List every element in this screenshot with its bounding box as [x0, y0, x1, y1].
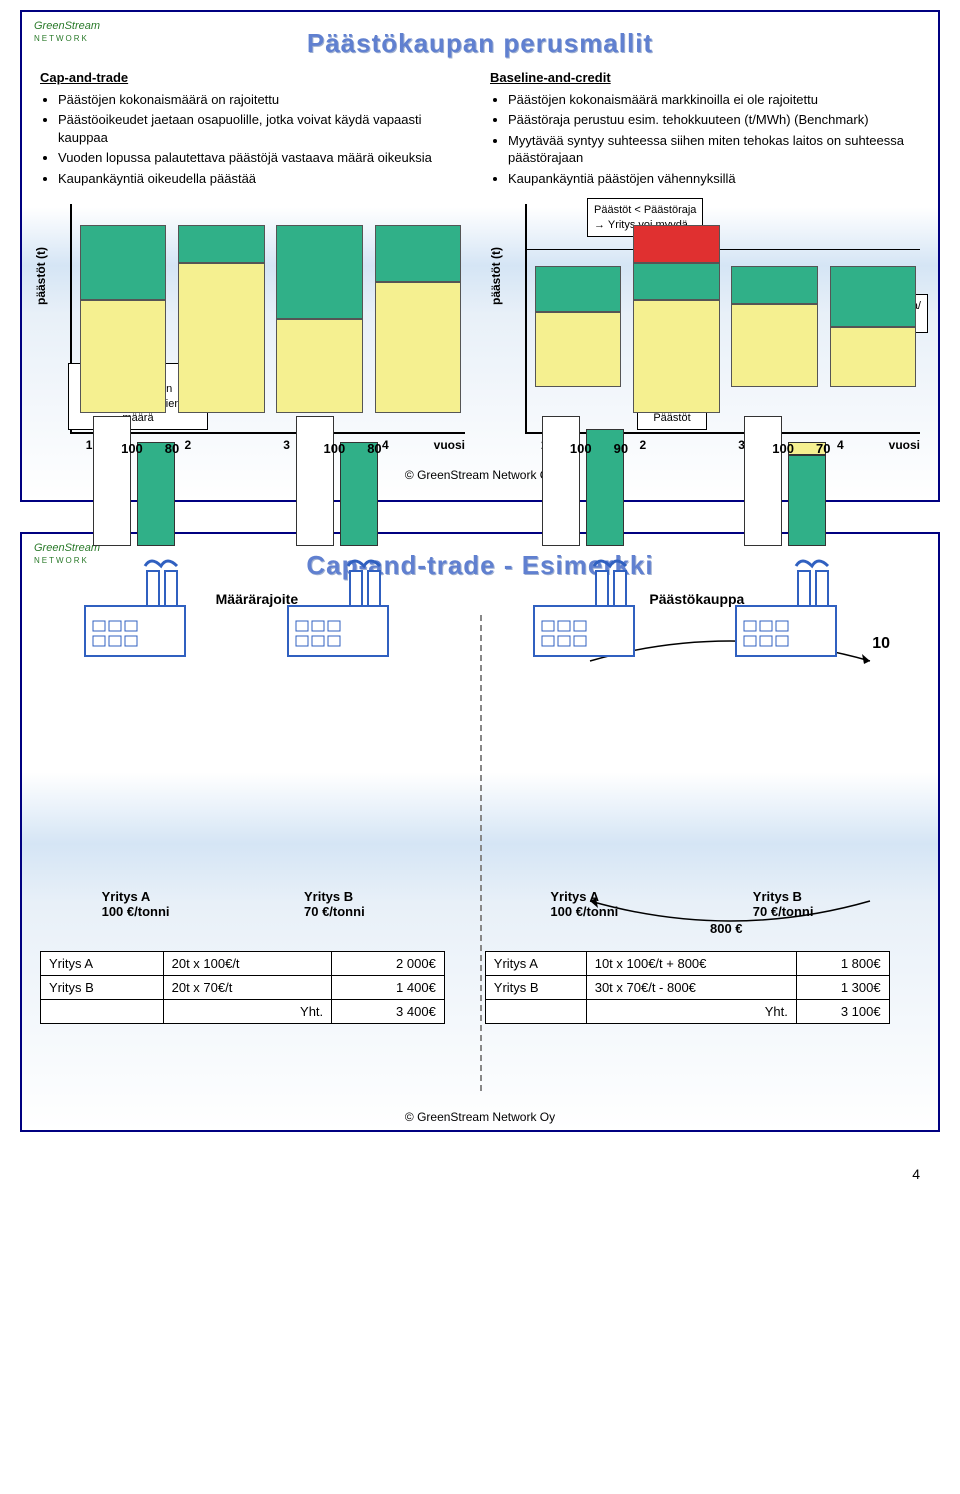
chart-cap-ylabel: päästöt (t): [34, 247, 48, 305]
slide1-charts: päästöt (t) Päästöt =palautettavienpääst…: [40, 204, 920, 464]
plant-row: 10080 10080 10090 10070: [40, 661, 920, 881]
cost-label: Yritys A100 €/tonni: [550, 889, 618, 919]
bar: [731, 266, 817, 432]
table-cell: 3 400€: [332, 1000, 445, 1024]
list-item: Päästöjen kokonaismäärä on rajoitettu: [58, 91, 470, 109]
table-cell: 1 400€: [332, 976, 445, 1000]
cost-label: Yritys A100 €/tonni: [102, 889, 170, 919]
table-cell: 2 000€: [332, 952, 445, 976]
cost-label: Yritys B70 €/tonni: [304, 889, 365, 919]
slide2-body: Määrärajoite Päästökauppa 10 10080 10080…: [40, 591, 920, 1091]
cap-heading: Cap-and-trade: [40, 69, 470, 87]
baseline-heading: Baseline-and-credit: [490, 69, 920, 87]
x-unit: vuosi: [889, 438, 920, 452]
table-cell: 20t x 70€/t: [163, 976, 332, 1000]
table-cell: 30t x 70€/t - 800€: [586, 976, 796, 1000]
table-cell: Yritys A: [41, 952, 164, 976]
table-cell: [41, 1000, 164, 1024]
table-cell: 1 800€: [796, 952, 889, 976]
x-unit: vuosi: [434, 438, 465, 452]
table-cell: 3 100€: [796, 1000, 889, 1024]
list-item: Vuoden lopussa palautettava päästöjä vas…: [58, 149, 470, 167]
bar: [830, 266, 916, 432]
bar: [535, 266, 621, 432]
cost-label: Yritys B70 €/tonni: [753, 889, 814, 919]
bar: [375, 225, 461, 432]
bar: [80, 225, 166, 432]
table-cell: Yritys A: [485, 952, 586, 976]
list-item: Kaupankäyntiä päästöjen vähennyksillä: [508, 170, 920, 188]
bar: [633, 225, 719, 432]
table-right: Yritys A10t x 100€/t + 800€1 800€ Yritys …: [485, 951, 890, 1024]
list-item: Päästöoikeudet jaetaan osapuolille, jotk…: [58, 111, 470, 146]
table-cell: [485, 1000, 586, 1024]
tables: Yritys A20t x 100€/t2 000€Yritys B20t x …: [40, 951, 920, 1024]
table-cell: 20t x 100€/t: [163, 952, 332, 976]
list-item: Myytävää syntyy suhteessa siihen miten t…: [508, 132, 920, 167]
table-cell: 10t x 100€/t + 800€: [586, 952, 796, 976]
table-cell: Yritys B: [41, 976, 164, 1000]
slide1-columns: Cap-and-trade Päästöjen kokonaismäärä on…: [40, 69, 920, 190]
bar: [276, 225, 362, 432]
table-left: Yritys A20t x 100€/t2 000€ Yritys B20t x …: [40, 951, 445, 1024]
bar: [178, 225, 264, 432]
chart-cap-bars: Päästöt =palautettavienpäästöoikeuksienm…: [70, 204, 465, 434]
page-number: 4: [0, 1162, 960, 1202]
list-item: Päästöjen kokonaismäärä markkinoilla ei …: [508, 91, 920, 109]
logo: GreenStream NETWORK: [34, 20, 100, 44]
list-item: Päästöraja perustuu esim. tehokkuuteen (…: [508, 111, 920, 129]
table-cell: Yht.: [586, 1000, 796, 1024]
price-800: 800 €: [710, 921, 743, 936]
slide-1: GreenStream NETWORK Päästökaupan perusma…: [20, 10, 940, 502]
col-cap-and-trade: Cap-and-trade Päästöjen kokonaismäärä on…: [40, 69, 470, 190]
chart-baseline-ylabel: päästöt (t): [489, 247, 503, 305]
col-baseline-credit: Baseline-and-credit Päästöjen kokonaismä…: [490, 69, 920, 190]
chart-baseline-bars: Päästöt < Päästöraja→ Yritys voi myydä P…: [525, 204, 920, 434]
slide2-footer: © GreenStream Network Oy: [22, 1110, 938, 1124]
slide1-title: Päästökaupan perusmallit: [40, 28, 920, 59]
table-cell: Yht.: [163, 1000, 332, 1024]
table-cell: 1 300€: [796, 976, 889, 1000]
list-item: Kaupankäyntiä oikeudella päästää: [58, 170, 470, 188]
table-cell: Yritys B: [485, 976, 586, 1000]
slide-2: GreenStream NETWORK Cap-and-trade - Esim…: [20, 532, 940, 1132]
